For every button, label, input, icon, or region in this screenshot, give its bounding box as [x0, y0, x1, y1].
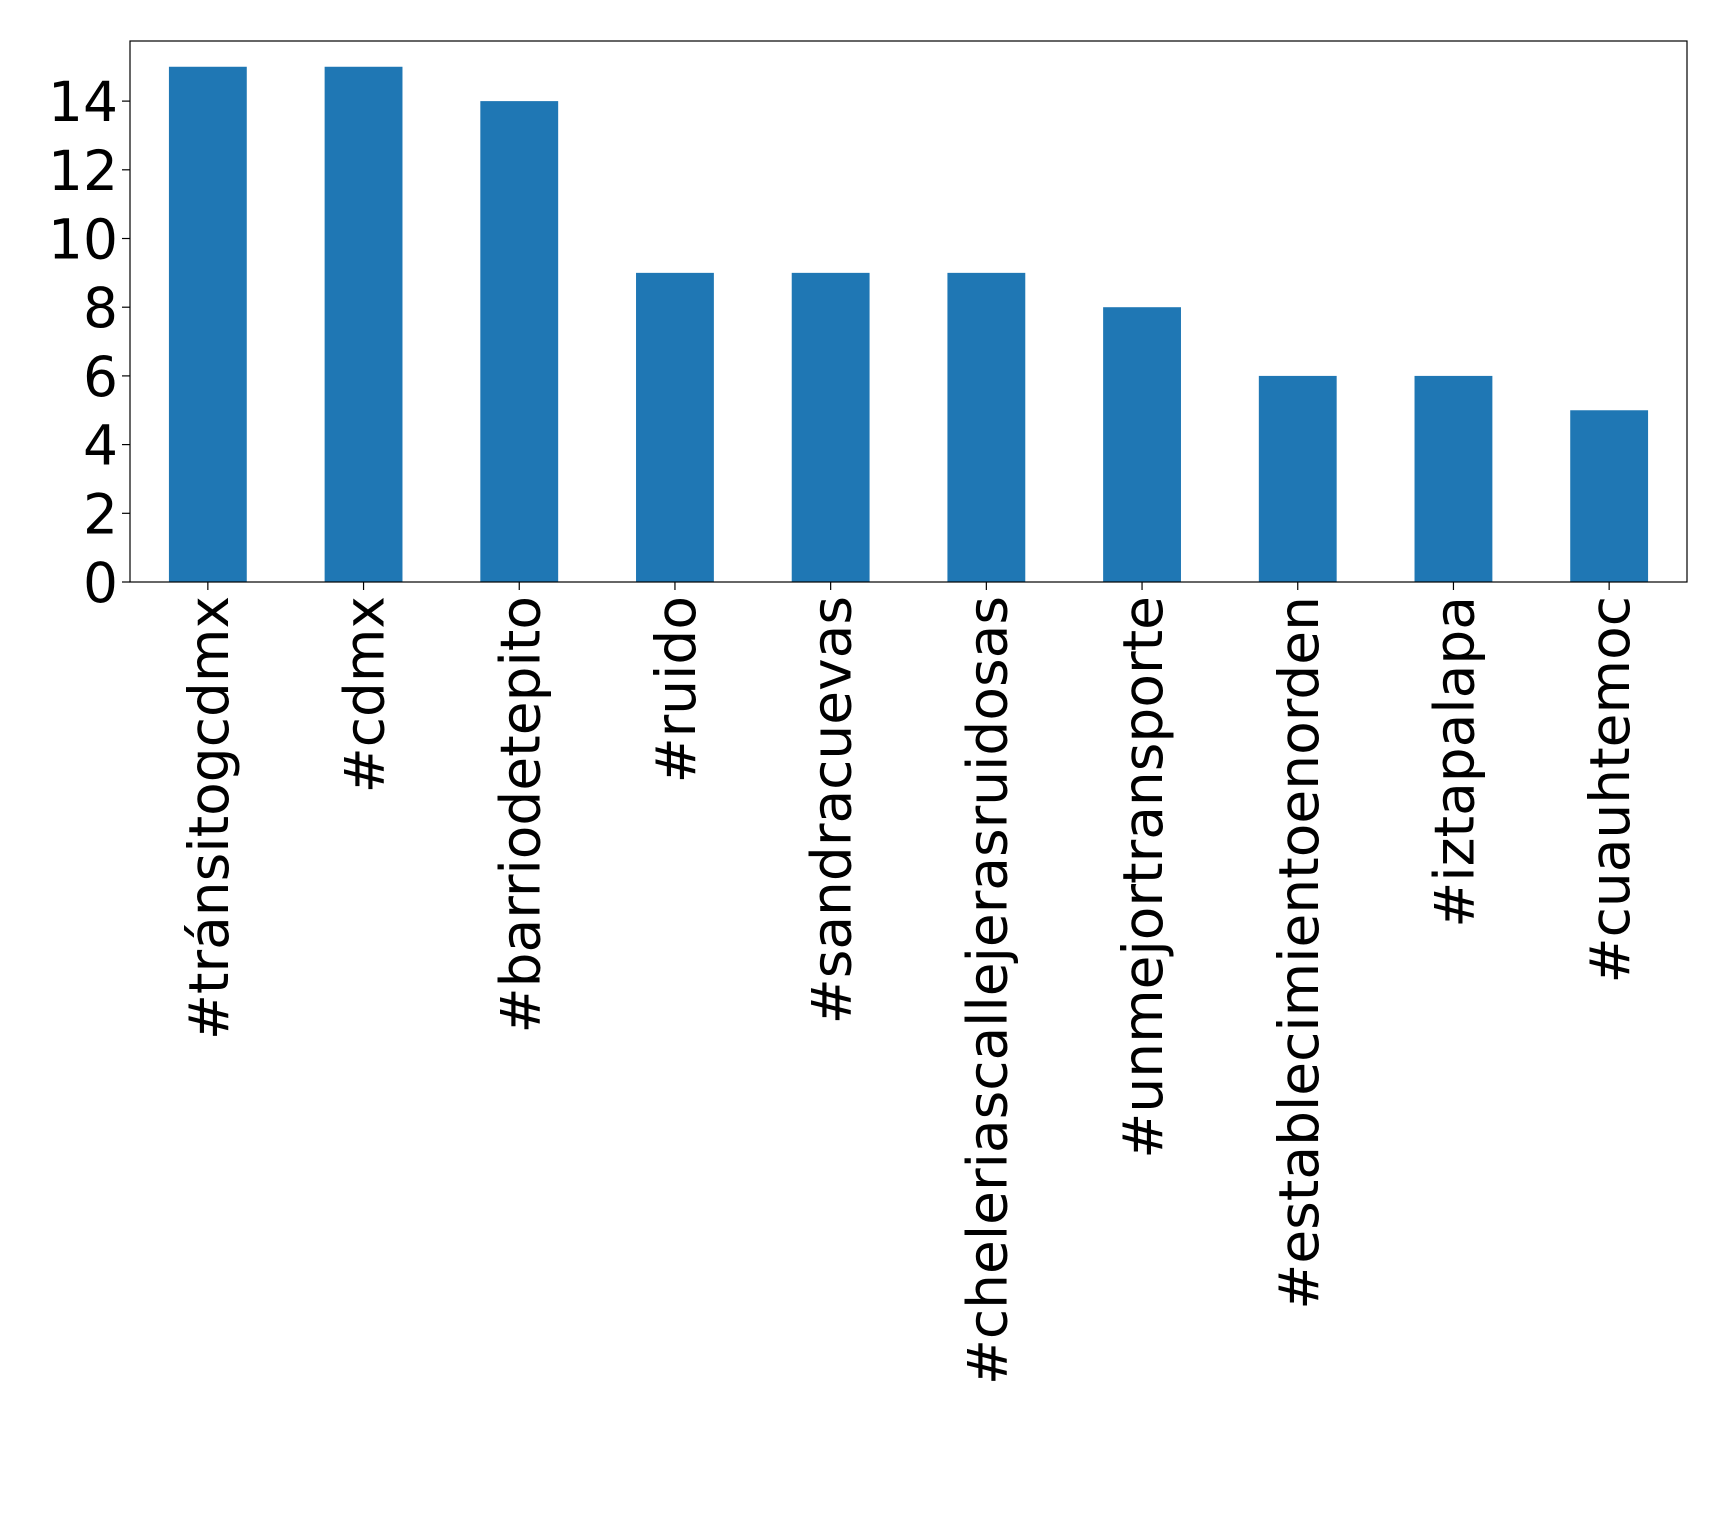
y-tick-label: 8	[83, 276, 118, 340]
y-tick-label: 6	[83, 345, 118, 409]
x-tick-label: #cdmx	[333, 596, 397, 793]
bar	[480, 101, 559, 582]
y-tick-label: 10	[48, 208, 118, 272]
plot-frame	[129, 40, 1688, 583]
bar	[947, 272, 1026, 582]
x-tick-label: #iztapalapa	[1422, 596, 1486, 928]
bar	[324, 66, 403, 582]
x-tick-label: #cuauhtemoc	[1578, 596, 1642, 983]
y-tick-label: 14	[48, 70, 118, 134]
y-tick-label: 4	[83, 414, 118, 478]
bar	[1103, 307, 1181, 582]
bar	[791, 272, 870, 582]
x-tick-label: #barriodetepito	[488, 596, 552, 1033]
x-tick-label: #unmejortransporte	[1111, 596, 1175, 1159]
y-tick-label: 2	[83, 482, 118, 546]
y-tick-label: 0	[83, 551, 118, 615]
bar	[1258, 375, 1337, 582]
x-tick-label: #tránsitogcdmx	[177, 596, 241, 1040]
bar	[1414, 375, 1493, 582]
x-tick-label: #sandracuevas	[800, 596, 864, 1024]
bar	[168, 66, 247, 582]
x-tick-label: #ruido	[644, 596, 708, 783]
y-tick-label: 12	[48, 139, 118, 203]
bar	[1570, 410, 1649, 582]
bar	[636, 272, 714, 582]
x-tick-label: #cheleriascallejerasruidosas	[955, 596, 1019, 1385]
x-tick-label: #establecimientoenorden	[1267, 596, 1331, 1310]
